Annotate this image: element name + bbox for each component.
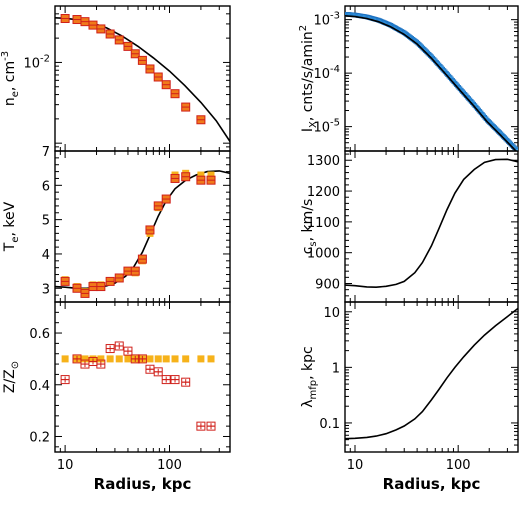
panel-Te: 3 4 5 6 7 Te, keV bbox=[2, 145, 231, 303]
plot-area bbox=[60, 341, 216, 431]
plot-area bbox=[55, 14, 230, 142]
model-curve bbox=[345, 307, 518, 440]
y-tick-label: 1300 bbox=[307, 154, 340, 169]
x-tick-label: 100 bbox=[157, 458, 182, 473]
x-axis-label: Radius, kpc bbox=[94, 475, 192, 493]
model-point bbox=[207, 355, 215, 363]
y-tick-label: 1 bbox=[332, 361, 340, 376]
x-tick-label: 10 bbox=[347, 458, 364, 473]
panel-ne: 10-2ne, cm-3 bbox=[0, 5, 231, 152]
y-tick-label: 10-5 bbox=[313, 118, 340, 136]
x-tick-label: 100 bbox=[446, 458, 471, 473]
plot-area bbox=[55, 169, 230, 298]
y-axis-label: ne, cm-3 bbox=[0, 51, 21, 106]
panel-Z: 10 100 Radius, kpc 0.2 0.4 0.6 Z/Z⊙ bbox=[2, 301, 231, 493]
panel-frame bbox=[344, 5, 519, 152]
model-point bbox=[154, 355, 162, 363]
y-tick-label: 10 bbox=[323, 306, 340, 321]
y-tick-label: 0.1 bbox=[319, 417, 340, 432]
model-point bbox=[61, 355, 69, 363]
y-tick-label: 1100 bbox=[307, 216, 340, 231]
y-tick-label: 10-2 bbox=[23, 53, 50, 71]
y-axis-label: Z/Z⊙ bbox=[2, 361, 21, 393]
y-tick-label: 0.2 bbox=[29, 430, 50, 445]
model-point bbox=[182, 355, 190, 363]
y-tick-label: 1200 bbox=[307, 185, 340, 200]
model-point bbox=[207, 171, 215, 179]
y-tick-label: 900 bbox=[315, 278, 340, 293]
model-point bbox=[115, 355, 123, 363]
y-tick-label: 4 bbox=[42, 248, 50, 263]
panel-lmfp: 10 100 Radius, kpc 0.1 1 10 λmfp, kpc bbox=[300, 301, 519, 493]
panel-Ix: 10-3 10-4 10-5IX, cnts/s/amin2 bbox=[298, 5, 519, 152]
y-tick-label: 1000 bbox=[307, 247, 340, 262]
model-point bbox=[146, 355, 154, 363]
panel-frame bbox=[344, 301, 519, 453]
model-curve bbox=[345, 158, 518, 289]
model-point bbox=[106, 355, 114, 363]
y-axis-label: IX, cnts/s/amin2 bbox=[298, 25, 319, 132]
y-tick-label: 0.6 bbox=[29, 327, 50, 342]
model-curve bbox=[55, 170, 230, 290]
y-axis-label: Te, keV bbox=[2, 201, 21, 252]
y-tick-label: 10-4 bbox=[313, 64, 340, 82]
y-axis-label: λmfp, kpc bbox=[300, 346, 319, 408]
model-curve bbox=[345, 15, 518, 151]
plot-area bbox=[345, 11, 518, 151]
x-axis-label: Radius, kpc bbox=[383, 475, 481, 493]
y-axis-label: cs, km/s bbox=[300, 199, 319, 255]
model-point bbox=[197, 171, 205, 179]
panel-frame bbox=[54, 5, 231, 152]
y-tick-label: 0.4 bbox=[29, 379, 50, 394]
plot-area bbox=[345, 307, 518, 440]
model-point bbox=[97, 355, 105, 363]
y-tick-label: 3 bbox=[42, 282, 50, 297]
model-point bbox=[81, 355, 89, 363]
y-tick-label: 7 bbox=[42, 145, 50, 160]
panel-cs: 900 1000 1100 1200 1300 cs, km/s bbox=[300, 150, 519, 303]
plot-area bbox=[345, 158, 518, 289]
y-tick-label: 6 bbox=[42, 179, 50, 194]
model-point bbox=[197, 355, 205, 363]
model-point bbox=[162, 355, 170, 363]
y-tick-label: 5 bbox=[42, 214, 50, 229]
model-point bbox=[171, 355, 179, 363]
x-tick-label: 10 bbox=[57, 458, 74, 473]
panel-frame bbox=[54, 301, 231, 453]
y-tick-label: 10-3 bbox=[313, 11, 340, 29]
model-point bbox=[124, 355, 132, 363]
panel-frame bbox=[344, 150, 519, 303]
